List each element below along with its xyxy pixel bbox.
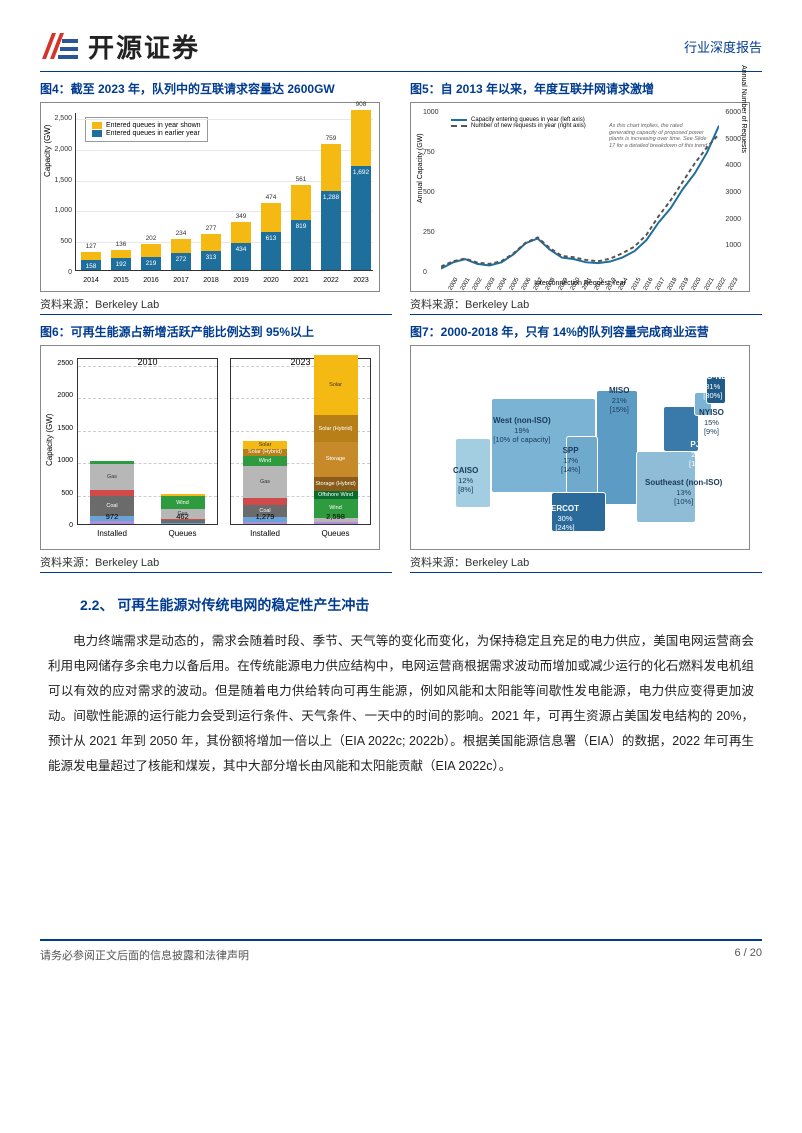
figure-7: 图7：2000-2018 年，只有 14%的队列容量完成商业运营 West (n… <box>410 323 762 573</box>
fig5-xlabel: Interconnection Request Year <box>534 280 626 287</box>
page-header: 开源证券 行业深度报告 <box>40 28 762 72</box>
logo-icon <box>40 29 80 65</box>
figure-7-title: 图7：2000-2018 年，只有 14%的队列容量完成商业运营 <box>410 323 762 341</box>
footer-disclaimer: 请务必参阅正文后面的信息披露和法律声明 <box>40 947 249 963</box>
figure-4-title: 图4：截至 2023 年，队列中的互联请求容量达 2600GW <box>40 80 392 98</box>
section-2-2-p1: 电力终端需求是动态的，需求会随着时段、季节、天气等的变化而变化，为保持稳定且充足… <box>48 629 754 779</box>
figure-6: 图6：可再生能源占新增活跃产能比例达到 95%以上 Capacity (GW) … <box>40 323 392 573</box>
figure-7-map: West (non-ISO)19%[10% of capacity]CAISO1… <box>410 345 750 550</box>
fig5-ylabel-r: Annual Number of Requests <box>740 65 747 153</box>
figure-6-chart: Capacity (GW) 050010001500200025002010Co… <box>40 345 380 550</box>
figure-6-source: 资料来源：Berkeley Lab <box>40 554 392 573</box>
page-footer: 请务必参阅正文后面的信息披露和法律声明 6 / 20 <box>40 939 762 963</box>
logo-text: 开源证券 <box>88 28 200 65</box>
charts-grid: 图4：截至 2023 年，队列中的互联请求容量达 2600GW Capacity… <box>40 80 762 573</box>
fig4-plot: 05001,0001,5002,0002,5001271582014136192… <box>75 113 373 271</box>
section-2-2-heading: 2.2、 可再生能源对传统电网的稳定性产生冲击 <box>80 595 762 615</box>
figure-7-source: 资料来源：Berkeley Lab <box>410 554 762 573</box>
figure-4-chart: Capacity (GW) Entered queues in year sho… <box>40 102 380 292</box>
figure-5: 图5：自 2013 年以来，年度互联并网请求激增 Annual Capacity… <box>410 80 762 315</box>
figure-4-source: 资料来源：Berkeley Lab <box>40 296 392 315</box>
fig5-plot <box>441 113 719 272</box>
figure-4: 图4：截至 2023 年，队列中的互联请求容量达 2600GW Capacity… <box>40 80 392 315</box>
fig6-plot: 050010001500200025002010CoalGas972Instal… <box>77 358 369 525</box>
figure-6-title: 图6：可再生能源占新增活跃产能比例达到 95%以上 <box>40 323 392 341</box>
footer-page-number: 6 / 20 <box>734 947 762 963</box>
figure-5-source: 资料来源：Berkeley Lab <box>410 296 762 315</box>
report-type: 行业深度报告 <box>684 37 762 56</box>
figure-5-chart: Annual Capacity (GW) Annual Number of Re… <box>410 102 750 292</box>
figure-5-title: 图5：自 2013 年以来，年度互联并网请求激增 <box>410 80 762 98</box>
logo: 开源证券 <box>40 28 200 65</box>
